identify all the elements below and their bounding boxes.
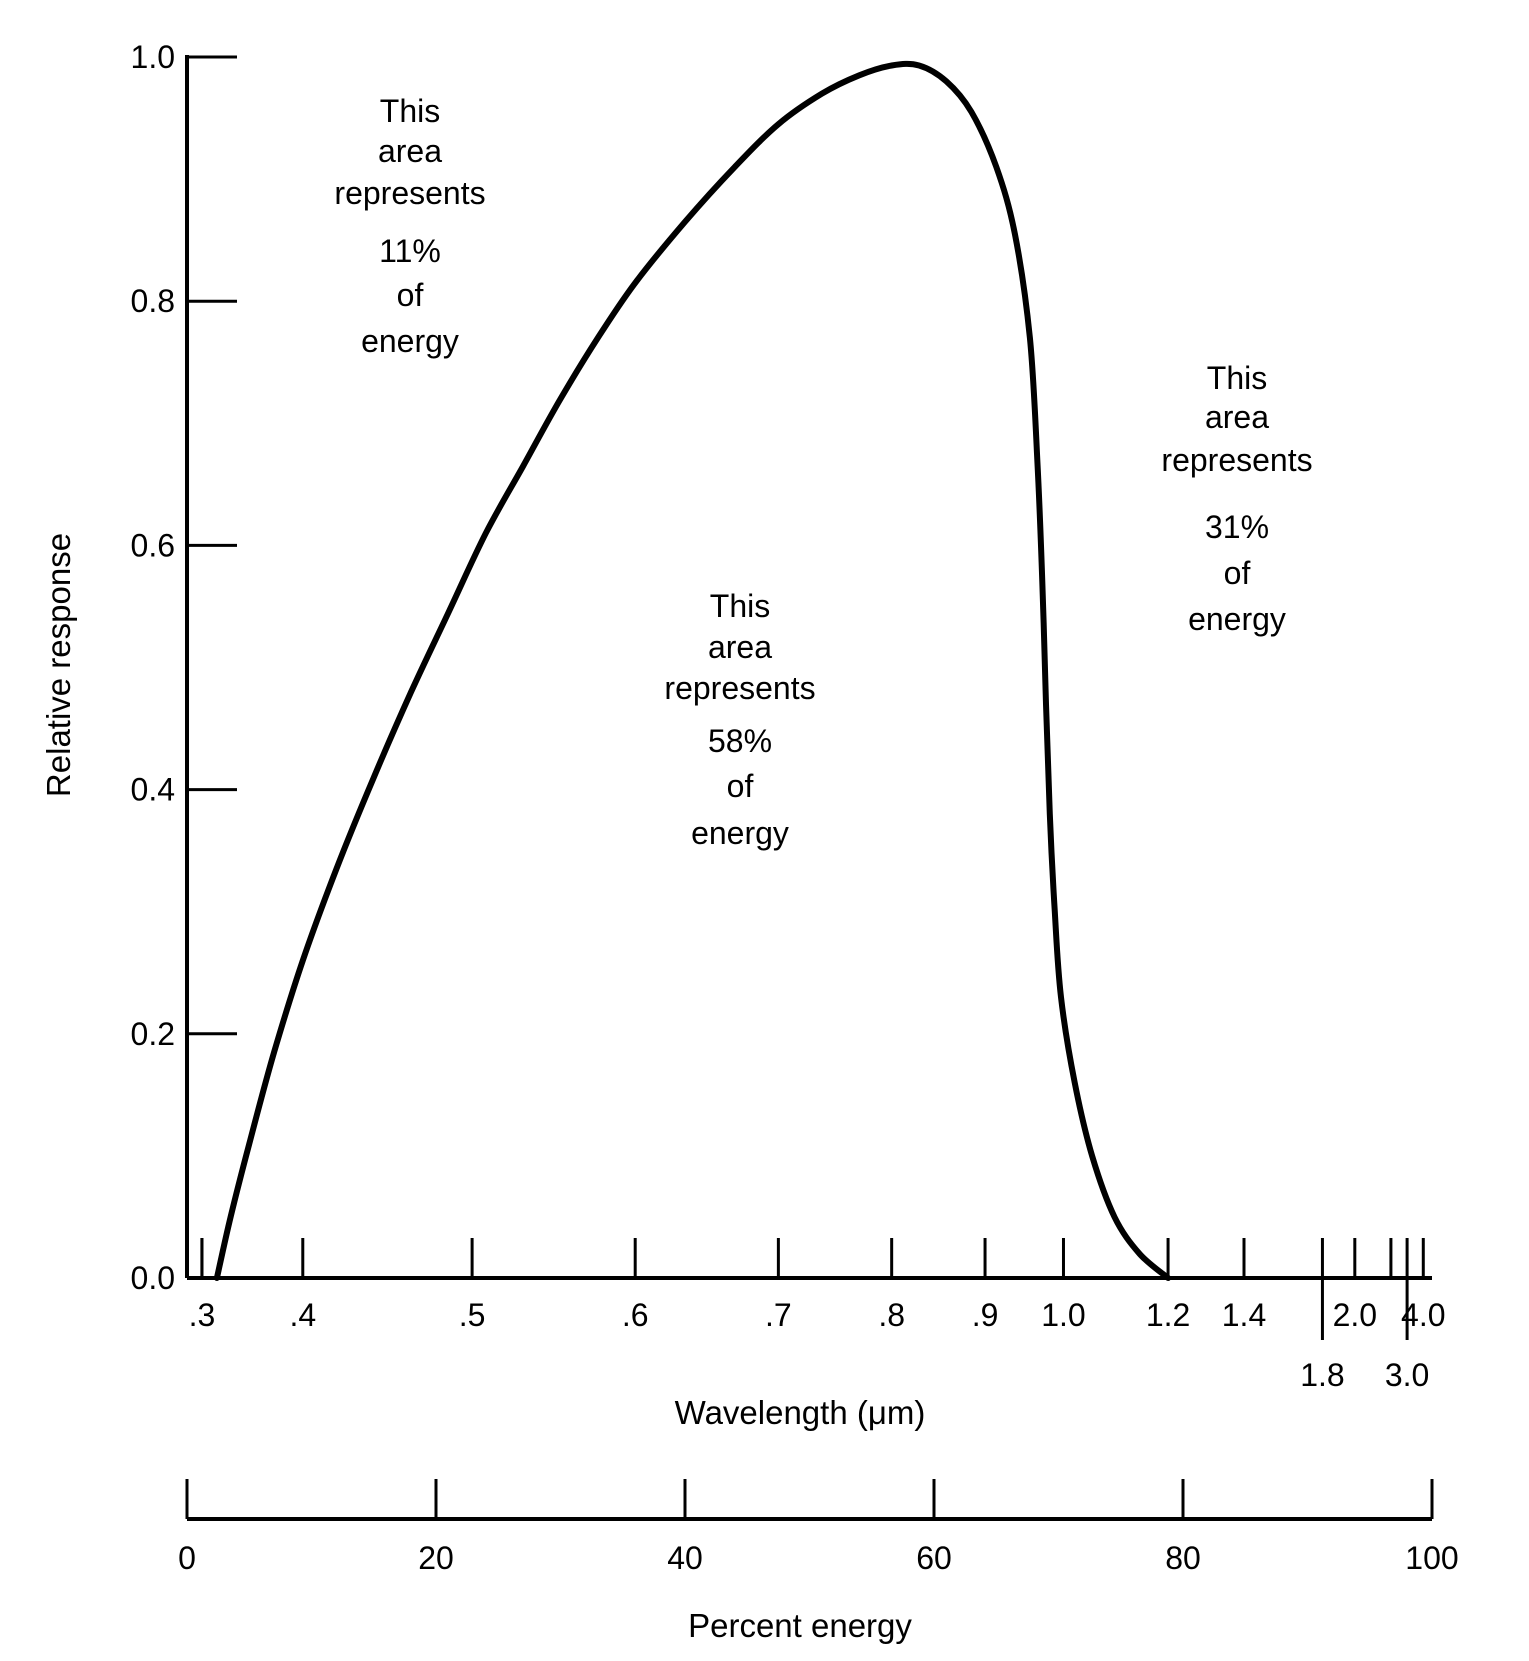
- percent-energy-tick-label: 40: [667, 1540, 703, 1576]
- wavelength-tick-label: .9: [972, 1297, 999, 1333]
- wavelength-tick-label: .7: [765, 1297, 792, 1333]
- y-tick-label: 0.4: [131, 772, 175, 808]
- wavelength-tick-label: .6: [622, 1297, 649, 1333]
- percent-energy-tick-label: 80: [1165, 1540, 1201, 1576]
- annotation-middle-line: 58%: [708, 723, 772, 759]
- annotation-right-line: energy: [1188, 601, 1286, 637]
- wavelength-tick-label: 2.0: [1333, 1297, 1377, 1333]
- wavelength-tick-label: 4.0: [1401, 1297, 1445, 1333]
- y-tick-label: 0.2: [131, 1016, 175, 1052]
- wavelength-axis-ticks: .3 .4 .5 .6 .7 .8 .9 1.0 1.2 1.4 1.8 2.03.0 4.0: [189, 1238, 1446, 1393]
- annotation-middle-line: of: [727, 768, 754, 804]
- annotation-right-line: represents: [1161, 442, 1312, 478]
- percent-energy-tick-label: 20: [418, 1540, 454, 1576]
- wavelength-tick-label: .5: [459, 1297, 486, 1333]
- y-tick-label: 0.8: [131, 283, 175, 319]
- wavelength-tick-label: 1.2: [1146, 1297, 1190, 1333]
- annotation-left-line: represents: [334, 175, 485, 211]
- area-annotations: Thisarearepresents11%ofenergyThisarearep…: [334, 93, 1312, 851]
- y-axis-title: Relative response: [40, 533, 77, 797]
- annotation-right-line: 31%: [1205, 509, 1269, 545]
- annotation-middle-line: area: [708, 629, 772, 665]
- annotation-left-line: This: [380, 93, 440, 129]
- percent-energy-tick-label: 60: [916, 1540, 952, 1576]
- percent-energy-axis-ticks: 0 20 40 60 80 100: [178, 1479, 1459, 1576]
- percent-energy-tick-label: 0: [178, 1540, 196, 1576]
- annotation-middle-line: energy: [691, 815, 789, 851]
- annotation-middle-line: represents: [664, 670, 815, 706]
- annotation-right-line: area: [1205, 399, 1269, 435]
- axes: [185, 55, 1432, 1521]
- wavelength-tick-label: 3.0: [1385, 1357, 1429, 1393]
- percent-energy-axis-title: Percent energy: [688, 1607, 912, 1644]
- y-tick-label: 0.6: [131, 527, 175, 563]
- annotation-left-line: area: [378, 133, 442, 169]
- annotation-right-line: This: [1207, 360, 1267, 396]
- y-tick-label: 1.0: [131, 39, 175, 75]
- wavelength-tick-label: 1.8: [1300, 1357, 1344, 1393]
- wavelength-tick-label: 1.4: [1222, 1297, 1266, 1333]
- wavelength-tick-label: .8: [878, 1297, 905, 1333]
- response-curve: [213, 60, 1172, 1281]
- y-tick-label: 0.0: [131, 1260, 175, 1296]
- annotation-left-line: 11%: [379, 233, 441, 269]
- wavelength-tick-label: .4: [289, 1297, 316, 1333]
- annotation-right-line: of: [1224, 555, 1251, 591]
- wavelength-tick-label: .3: [189, 1297, 216, 1333]
- wavelength-tick-label: 1.0: [1041, 1297, 1085, 1333]
- annotation-middle-line: This: [710, 588, 770, 624]
- x-axis-title: Wavelength (μm): [675, 1394, 926, 1431]
- annotation-left-line: of: [397, 277, 424, 313]
- annotation-left-line: energy: [361, 323, 459, 359]
- percent-energy-tick-label: 100: [1405, 1540, 1458, 1576]
- y-axis-ticks: 0.0 0.2 0.4 0.6 0.8 1.0: [131, 39, 237, 1296]
